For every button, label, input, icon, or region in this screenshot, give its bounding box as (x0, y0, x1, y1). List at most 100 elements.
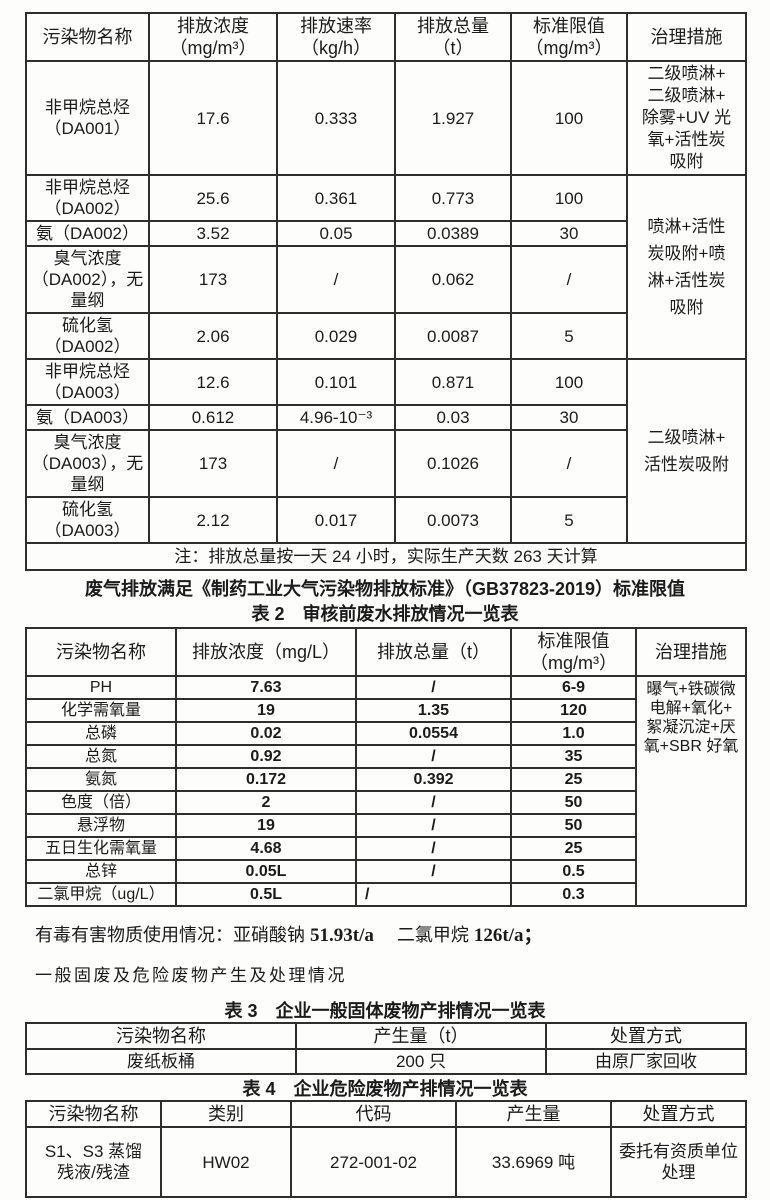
table-row: S1、S3 蒸馏 残液/残渣 HW02 272-001-02 33.6969 吨委托有… (25, 1126, 747, 1198)
value-cell: 2 (175, 790, 357, 815)
table-header-cell: 治理措施 (626, 12, 747, 62)
value-cell: 25 (510, 836, 637, 861)
table4-title: 表 4 企业危险废物产排情况一览表 (242, 1079, 528, 1099)
table-row: 化学需氧量 19 1.35 120 (25, 698, 746, 723)
value-cell: 0.871 (394, 358, 512, 406)
value-cell: 0.392 (355, 767, 512, 792)
table-header-cell: 标准限值 （mg/m³） (510, 12, 628, 62)
value-cell: 100 (510, 60, 628, 176)
value-cell: 17.6 (148, 60, 278, 176)
table-row: 五日生化需氧量 4.68/25 (25, 836, 746, 861)
value-cell: 19 (175, 698, 357, 723)
value-cell: 0.029 (276, 312, 396, 360)
value-cell: 12.6 (148, 358, 278, 406)
value-cell: 50 (510, 813, 637, 838)
pollutant-name-cell: 悬浮物 (25, 813, 177, 838)
value-cell: HW02 (160, 1126, 292, 1198)
value-cell: / (355, 859, 512, 884)
table-row: 氨（DA002） 3.52 0.05 0.0389 30 (25, 220, 746, 247)
table-header-cell: 污染物名称 (25, 627, 177, 677)
table-header-cell: 排放浓度（mg/L） (175, 627, 357, 677)
wastewater-emission-table: 污染物名称 排放浓度（mg/L） 排放总量（t） 标准限值 （mg/m³） 治理措施 PH… (25, 627, 747, 907)
value-cell: 173 (148, 429, 278, 498)
value-cell: / (510, 245, 628, 314)
value-cell: 25.6 (148, 174, 278, 222)
table-header-cell: 排放总量 （t） (394, 12, 512, 62)
value-cell: 0.02 (175, 721, 357, 746)
value-cell: 5 (510, 496, 628, 544)
hazardous-waste-table: 污染物名称 类别 代码 产生量 处置方式 S1、S3 蒸馏 残液/残渣 HW02 272-00… (25, 1100, 747, 1198)
pollutant-name-cell: 色度（倍） (25, 790, 177, 815)
table-row: 臭气浓度 （DA003），无 量纲 173/0.1026/ (25, 429, 746, 498)
value-cell: / (355, 836, 512, 861)
table-header-cell: 污染物名称 (25, 1022, 297, 1050)
table-row: 悬浮物 19/50 (25, 813, 746, 838)
waste-gas-emission-table: 污染物名称 排放浓度 （mg/m³） 排放速率 （kg/h） 排放总量 （t） 标准限值… (25, 12, 747, 571)
table2-title: 表 2 审核前废水排放情况一览表 (251, 604, 519, 624)
table-header-cell: 污染物名称 (25, 1100, 162, 1128)
value-cell: / (355, 675, 512, 700)
table-header-cell: 治理措施 (635, 627, 747, 677)
toxic-usage-mid: 二氯甲烷 (373, 925, 474, 945)
table-header-cell: 排放总量（t） (355, 627, 512, 677)
pollutant-name-cell: 氨（DA002） (25, 220, 150, 247)
value-cell: 0.172 (175, 767, 357, 792)
pollutant-name-cell: 非甲烷总烃 （DA002） (25, 174, 150, 222)
table-header-cell: 排放速率 （kg/h） (276, 12, 396, 62)
table-header-cell: 处置方式 (545, 1022, 747, 1050)
toxic-usage-prefix: 有毒有害物质使用情况：亚硝酸钠 (35, 925, 310, 945)
document-page: 污染物名称 排放浓度 （mg/m³） 排放速率 （kg/h） 排放总量 （t） 标准限值… (25, 12, 747, 1198)
table-header-cell: 产生量（t） (295, 1022, 547, 1050)
table-header-cell: 排放浓度 （mg/m³） (148, 12, 278, 62)
value-cell: 0.333 (276, 60, 396, 176)
value-cell: 5 (510, 312, 628, 360)
pollutant-name-cell: 非甲烷总烃 （DA001） (25, 60, 150, 176)
value-cell: / (355, 744, 512, 769)
value-cell: 0.0073 (394, 496, 512, 544)
value-cell: 由原厂家回收 (545, 1048, 747, 1075)
table-note-row: 注：排放总量按一天 24 小时，实际生产天数 263 天计算 (25, 542, 747, 571)
value-cell: 喷淋+活性 炭吸附+喷 淋+活性炭 吸附 (626, 174, 747, 360)
value-cell: 0.92 (175, 744, 357, 769)
value-cell: 0.05 (276, 220, 396, 247)
table-header-row: 污染物名称 排放浓度 （mg/m³） 排放速率 （kg/h） 排放总量 （t） 标准限值… (25, 12, 747, 62)
table-row: 氨（DA003） 0.612 4.96-10⁻³ 0.03 30 (25, 404, 746, 431)
value-cell: / (355, 882, 512, 907)
value-cell: 曝气+铁碳微 电解+氧化+ 絮凝沉淀+厌 氧+SBR 好氧 (635, 675, 747, 907)
table-note-cell: 注：排放总量按一天 24 小时，实际生产天数 263 天计算 (25, 542, 747, 571)
dichloromethane-amount: 126t/a； (473, 925, 543, 946)
value-cell: 二级喷淋+ 活性炭吸附 (626, 358, 747, 544)
table-header-cell: 标准限值 （mg/m³） (510, 627, 637, 677)
value-cell: / (276, 429, 396, 498)
gas-standard-statement: 废气排放满足《制药工业大气污染物排放标准》（GB37823-2019）标准限值 (84, 579, 686, 599)
pollutant-name-cell: S1、S3 蒸馏 残液/残渣 (25, 1126, 162, 1198)
value-cell: 120 (510, 698, 637, 723)
value-cell: 委托有资质单位 处理 (610, 1126, 747, 1198)
table-row: 废纸板桶 200 只由原厂家回收 (25, 1048, 747, 1075)
value-cell: 0.0389 (394, 220, 512, 247)
value-cell: 0.05L (175, 859, 357, 884)
pollutant-name-cell: 氨（DA003） (25, 404, 150, 431)
table-row: 总锌 0.05L/0.5 (25, 859, 746, 884)
value-cell: 1.927 (394, 60, 512, 176)
value-cell: 0.773 (394, 174, 512, 222)
value-cell: 4.96-10⁻³ (276, 404, 396, 431)
table-header-cell: 代码 (290, 1100, 457, 1128)
value-cell: 0.361 (276, 174, 396, 222)
table-row: 非甲烷总烃 （DA003） 12.6 0.101 0.871 100 二级喷淋+ 活性炭吸… (25, 358, 747, 544)
value-cell: 0.03 (394, 404, 512, 431)
pollutant-name-cell: 总磷 (25, 721, 177, 746)
value-cell: 0.5 (510, 859, 637, 884)
pollutant-name-cell: 五日生化需氧量 (25, 836, 177, 861)
value-cell: 0.0554 (355, 721, 512, 746)
table-header-cell: 污染物名称 (25, 12, 150, 62)
value-cell: 100 (510, 358, 628, 406)
sodium-nitrite-amount: 51.93t/a (310, 925, 374, 946)
pollutant-name-cell: 总锌 (25, 859, 177, 884)
pollutant-name-cell: 化学需氧量 (25, 698, 177, 723)
value-cell: 二级喷淋+ 二级喷淋+ 除雾+UV 光 氧+活性炭 吸附 (626, 60, 747, 176)
pollutant-name-cell: 硫化氢 （DA003） (25, 496, 150, 544)
value-cell: 30 (510, 220, 628, 247)
table-row: 总氮 0.92/35 (25, 744, 746, 769)
pollutant-name-cell: 废纸板桶 (25, 1048, 297, 1075)
